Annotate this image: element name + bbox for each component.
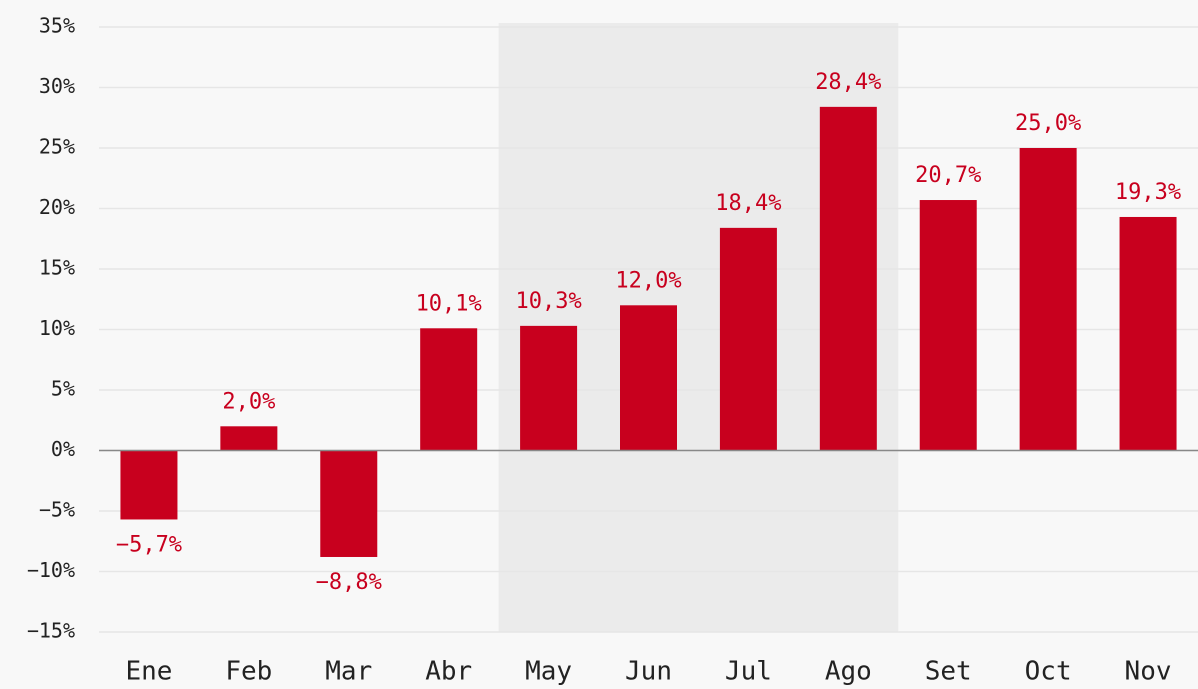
y-tick-label: 5% xyxy=(51,377,75,401)
bar xyxy=(819,106,877,451)
x-tick-label: Feb xyxy=(225,657,272,687)
data-label: 12,0% xyxy=(615,268,681,293)
y-tick-label: 15% xyxy=(39,256,75,280)
y-tick-label: 30% xyxy=(39,74,75,98)
x-tick-label: Mar xyxy=(325,657,372,687)
x-tick-label: Jun xyxy=(625,657,672,687)
data-label: 25,0% xyxy=(1015,111,1081,136)
x-tick-label: Oct xyxy=(1025,657,1072,687)
bar xyxy=(520,325,578,451)
y-tick-label: 0% xyxy=(51,437,75,461)
y-tick-label: −10% xyxy=(27,558,75,582)
bar xyxy=(220,426,278,451)
bar xyxy=(620,305,677,451)
x-tick-label: Set xyxy=(925,657,972,687)
x-tick-label: Ago xyxy=(825,657,872,687)
x-tick-label: Nov xyxy=(1125,657,1172,687)
data-label: 2,0% xyxy=(222,389,275,414)
x-tick-label: Abr xyxy=(425,657,472,687)
data-label: 10,3% xyxy=(515,289,581,314)
y-tick-label: 10% xyxy=(39,316,75,340)
data-label: 18,4% xyxy=(715,191,781,216)
x-tick-label: Jul xyxy=(725,657,772,687)
y-tick-label: 25% xyxy=(39,135,75,159)
data-label: −5,7% xyxy=(116,532,182,557)
bar xyxy=(1119,216,1177,451)
data-label: 20,7% xyxy=(915,163,981,188)
bar xyxy=(1019,148,1077,451)
x-tick-label: May xyxy=(525,657,572,687)
y-tick-label: 20% xyxy=(39,195,75,219)
data-label: 28,4% xyxy=(815,70,881,95)
bar xyxy=(719,227,777,451)
data-label: 19,3% xyxy=(1115,180,1181,205)
y-tick-label: 35% xyxy=(39,14,75,38)
y-tick-label: −15% xyxy=(27,619,75,643)
bar xyxy=(120,450,178,520)
y-tick-label: −5% xyxy=(39,498,75,522)
x-tick-label: Ene xyxy=(125,657,172,687)
bar xyxy=(919,200,977,451)
bar xyxy=(320,450,378,557)
bar xyxy=(420,328,478,451)
data-label: −8,8% xyxy=(316,570,382,595)
data-label: 10,1% xyxy=(416,291,482,316)
